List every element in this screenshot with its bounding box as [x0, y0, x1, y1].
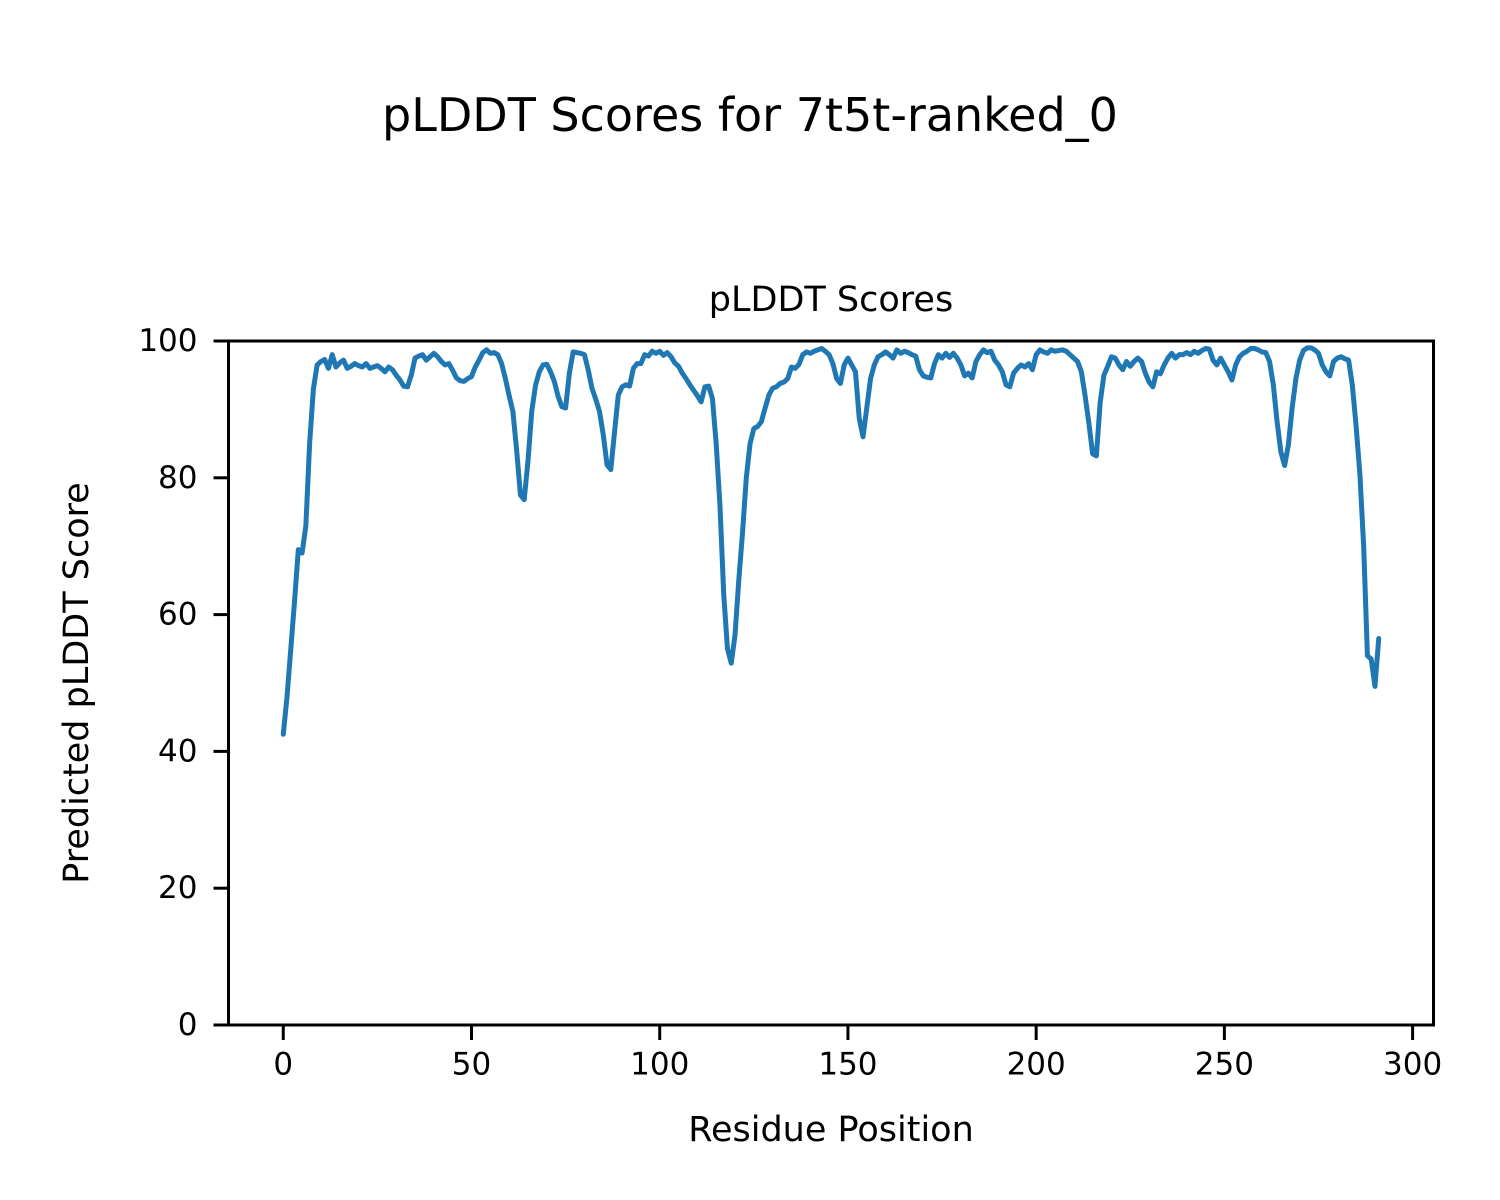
x-tick-label: 0 [273, 1046, 293, 1082]
y-tick-label: 80 [158, 460, 197, 496]
x-tick-label: 300 [1383, 1046, 1442, 1082]
x-tick-label: 250 [1195, 1046, 1254, 1082]
x-tick-label: 50 [452, 1046, 491, 1082]
y-tick-label: 60 [158, 597, 197, 633]
x-tick-label: 200 [1007, 1046, 1066, 1082]
x-axis-label: Residue Position [688, 1110, 974, 1150]
axes-frame [227, 339, 1435, 1027]
plddt-line [280, 345, 1382, 737]
y-tick-label: 20 [158, 870, 197, 906]
y-tick-label: 40 [158, 733, 197, 769]
y-tick-label: 100 [138, 323, 197, 359]
figure-title: pLDDT Scores for 7t5t-ranked_0 [382, 88, 1118, 142]
x-tick-label: 100 [630, 1046, 689, 1082]
x-tick-label: 150 [818, 1046, 877, 1082]
y-tick-label: 0 [178, 1007, 198, 1043]
axes-title: pLDDT Scores [708, 280, 954, 320]
